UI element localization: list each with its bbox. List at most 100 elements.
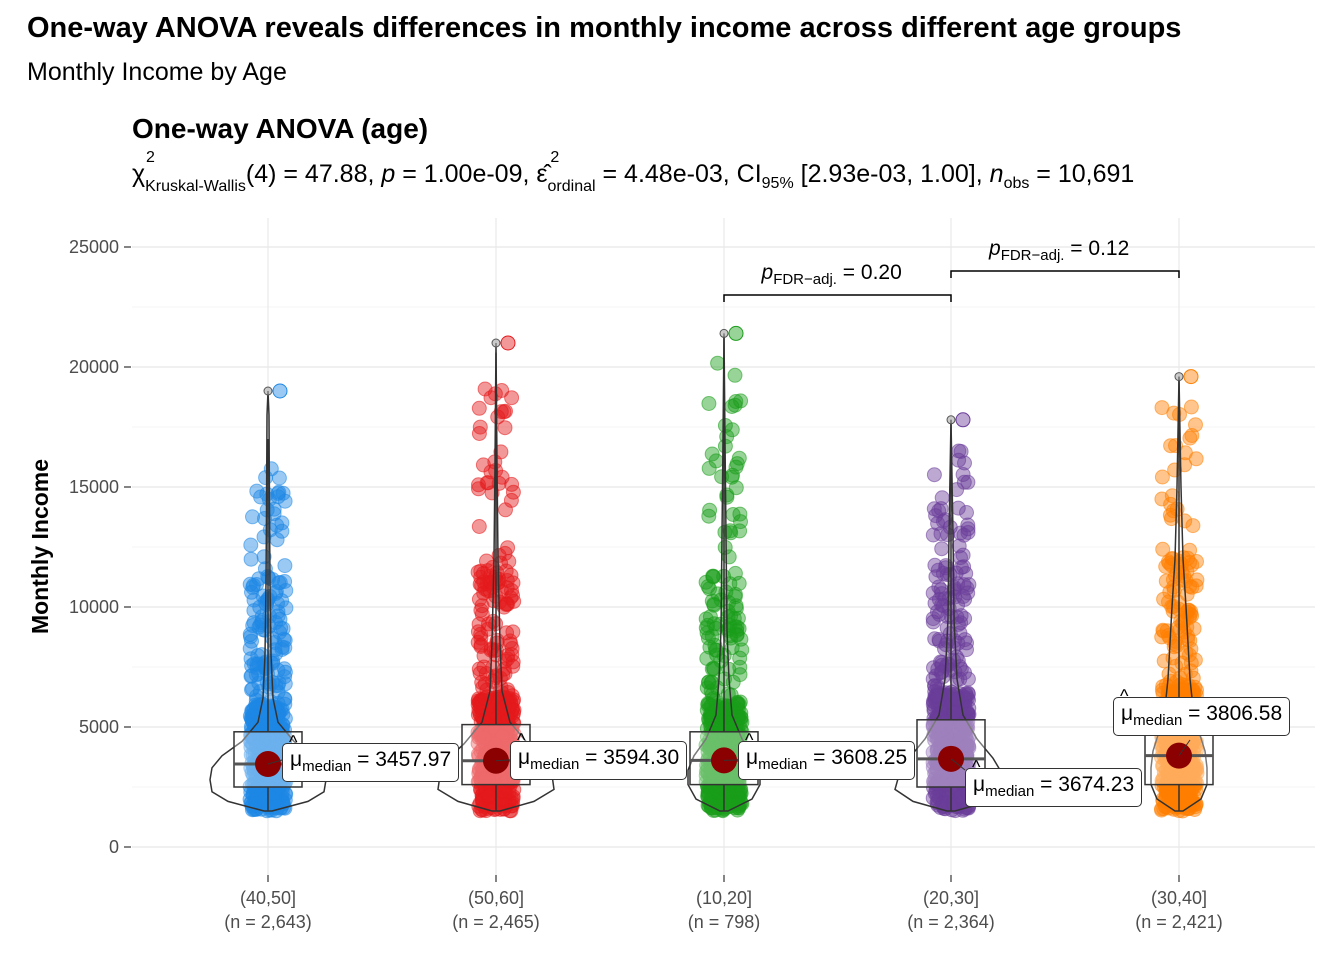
data-point <box>504 583 519 598</box>
median-label-hat: ^ <box>1120 686 1129 706</box>
pairwise-bracket <box>950 270 1180 278</box>
data-point <box>471 400 487 416</box>
x-tick-label: (20,30] <box>923 888 979 908</box>
data-point <box>700 630 716 646</box>
data-point <box>1163 438 1179 454</box>
median-label-sub: median <box>758 756 808 774</box>
data-point <box>244 584 259 600</box>
outlier-point <box>491 338 501 348</box>
data-point <box>506 593 522 609</box>
data-point <box>934 541 950 557</box>
pairwise-bracket <box>723 294 952 302</box>
data-point <box>1183 369 1199 385</box>
outlier-point <box>946 415 956 425</box>
x-count-label: (n = 2,643) <box>224 912 312 932</box>
data-point <box>505 587 520 603</box>
data-point <box>485 673 501 689</box>
data-point <box>479 553 494 569</box>
data-point <box>274 523 290 539</box>
data-point <box>505 624 521 640</box>
data-point <box>1178 645 1194 661</box>
data-point <box>950 691 965 707</box>
data-point <box>1186 683 1201 699</box>
stats-p-value: = 1.00e-09, <box>395 160 537 188</box>
median-label-value: = 3594.30 <box>579 746 680 769</box>
data-point <box>503 492 519 508</box>
data-point <box>243 537 259 553</box>
data-point <box>710 586 726 602</box>
y-tick-label: 10000 <box>69 597 119 617</box>
data-point <box>953 615 969 631</box>
median-label-sub: median <box>985 783 1035 801</box>
data-point <box>927 631 943 647</box>
data-point <box>493 404 509 420</box>
data-point <box>950 576 966 592</box>
data-point <box>272 383 288 399</box>
pairwise-label-value: = 0.12 <box>1064 237 1130 260</box>
y-tick-label: 20000 <box>69 357 119 377</box>
data-point <box>474 598 490 614</box>
data-point <box>732 659 748 675</box>
eps-sub: ordinal <box>547 178 596 195</box>
data-point <box>1188 578 1204 594</box>
data-point <box>272 788 288 804</box>
x-count-label: (n = 2,421) <box>1135 912 1223 932</box>
data-point <box>701 508 717 524</box>
data-point <box>277 558 293 574</box>
data-point <box>481 788 497 804</box>
data-point <box>1177 800 1193 816</box>
data-point <box>473 637 489 653</box>
y-tick-label: 5000 <box>79 717 119 737</box>
pairwise-label-sub: FDR−adj. <box>773 271 837 289</box>
data-point <box>245 618 261 633</box>
pairwise-label-p: p <box>761 261 774 284</box>
data-point <box>953 550 968 566</box>
y-tick-label: 15000 <box>69 477 119 497</box>
stats-ci-value: [2.93e-03, 1.00], <box>793 160 990 188</box>
panel-title: One-way ANOVA (age) <box>132 113 429 144</box>
median-label-value: = 3457.97 <box>351 748 452 771</box>
data-point <box>474 606 490 622</box>
data-point <box>487 569 503 585</box>
median-label-mu: μ ^ <box>517 730 531 769</box>
x-count-label: (n = 798) <box>688 912 761 932</box>
data-point <box>476 730 492 746</box>
x-count-label: (n = 2,465) <box>452 912 540 932</box>
median-label: μ ^ median = 3806.58 <box>1113 686 1291 737</box>
chart-title: One-way ANOVA reveals differences in mon… <box>27 12 1182 44</box>
data-point <box>483 390 499 406</box>
stats-line: χ 2 Kruskal-Wallis(4) = 47.88, p = 1.00e-0… <box>132 150 1134 195</box>
chi-sub: Kruskal-Wallis <box>145 178 246 195</box>
data-point <box>258 470 274 486</box>
data-point <box>933 526 949 542</box>
data-point <box>495 783 510 799</box>
data-point <box>256 549 272 565</box>
x-tick-label: (50,60] <box>468 888 524 908</box>
data-point <box>277 676 293 692</box>
data-point <box>500 682 516 698</box>
data-point <box>472 419 488 435</box>
chi-symbol: χ <box>132 160 146 188</box>
data-point <box>498 403 513 419</box>
data-point <box>471 481 486 497</box>
median-label-value: = 3608.25 <box>807 746 908 769</box>
data-point <box>960 521 976 537</box>
data-point <box>728 459 744 475</box>
p-symbol: p <box>381 160 396 188</box>
data-point <box>717 524 733 540</box>
outlier-point <box>263 386 273 396</box>
median-label-hat: ^ <box>289 732 298 752</box>
data-point <box>251 656 267 672</box>
data-point <box>701 674 717 690</box>
stats-statistic: = 47.88, <box>276 160 382 188</box>
data-point <box>494 383 510 398</box>
data-point <box>500 711 516 727</box>
data-point <box>471 519 487 534</box>
data-point <box>702 502 718 518</box>
median-label-sub: median <box>1133 712 1183 730</box>
x-tick-label: (40,50] <box>240 888 296 908</box>
median-label-hat: ^ <box>972 757 981 777</box>
data-point <box>699 650 715 666</box>
pairwise-label-sub: FDR−adj. <box>1000 247 1065 265</box>
data-point <box>251 792 267 808</box>
